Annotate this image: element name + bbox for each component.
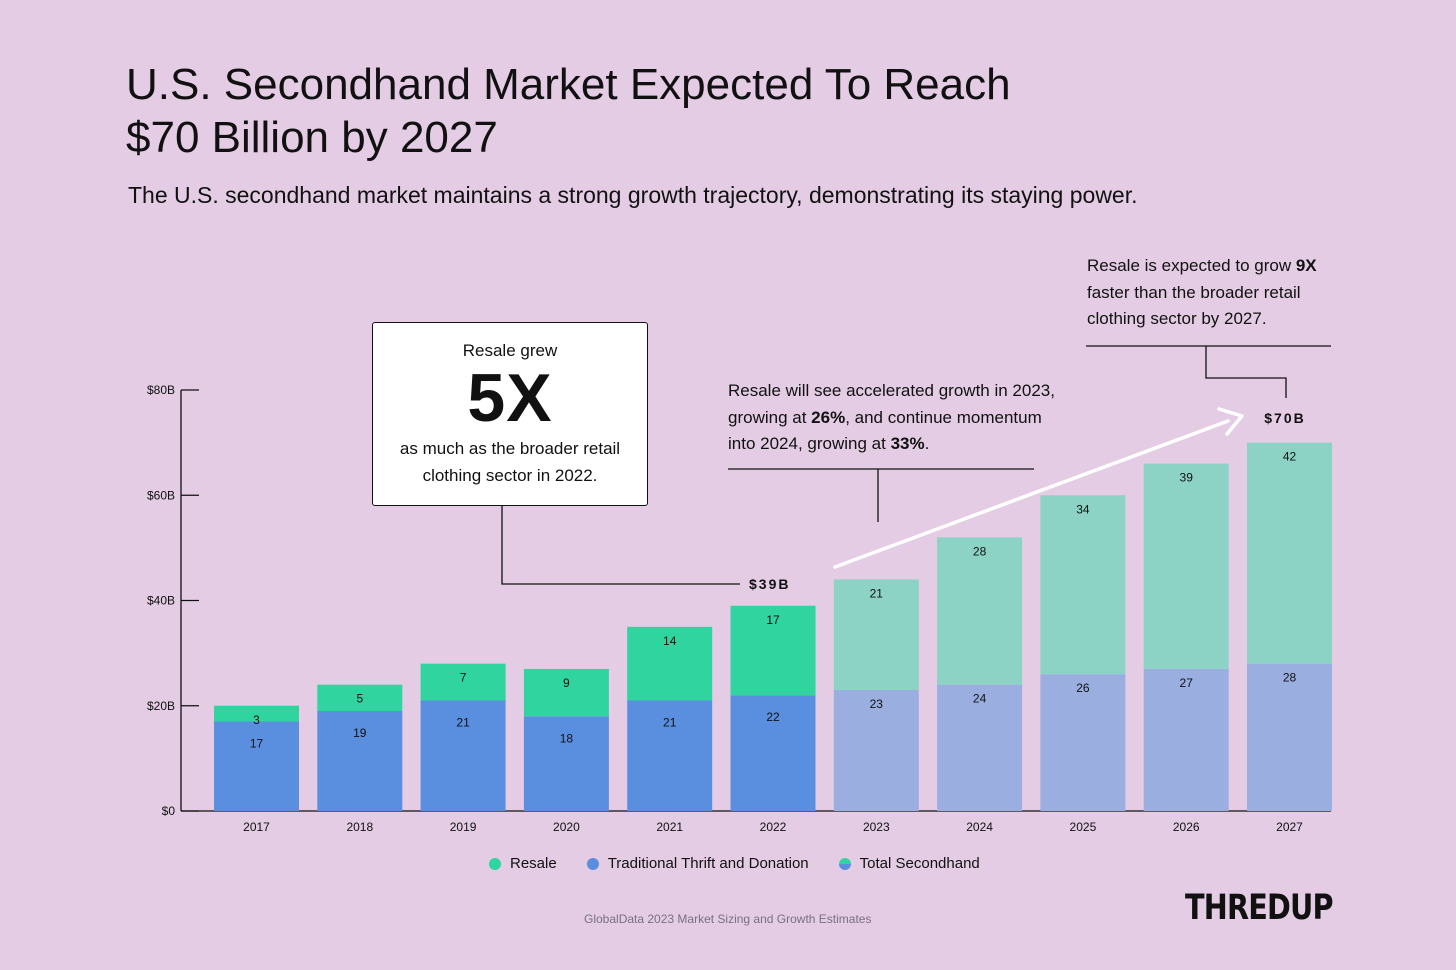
- data-label-thrift-2022: 22: [766, 710, 780, 724]
- callout-5x-post: as much as the broader retail clothing s…: [399, 439, 621, 485]
- annotation-9x-text-2: faster than the broader retail clothing …: [1087, 282, 1301, 329]
- bar-thrift-2025: [1040, 674, 1126, 811]
- bar-resale-2020: [523, 668, 609, 717]
- bar-resale-2024: [937, 537, 1023, 685]
- data-label-resale-2026: 39: [1180, 471, 1194, 485]
- annotation-9x-bold: 9X: [1295, 256, 1317, 275]
- data-label-resale-2022: 17: [766, 613, 780, 627]
- data-label-resale-2024: 28: [973, 544, 987, 558]
- data-label-resale-2023: 21: [870, 586, 884, 600]
- thredup-logo: THREDUP: [1185, 888, 1334, 928]
- annotation-2023-growth: Resale will see accelerated growth in 20…: [728, 378, 1058, 458]
- chart-subtitle: The U.S. secondhand market maintains a s…: [128, 182, 1138, 208]
- data-label-resale-2017: 3: [253, 713, 260, 727]
- y-tick-label: $0: [162, 804, 176, 818]
- bar-resale-2022: [730, 605, 816, 696]
- annotation-2023-bold-33: 33%: [890, 434, 925, 453]
- title-line-1: U.S. Secondhand Market Expected To Reach: [126, 60, 1011, 109]
- legend-item-thrift: Traditional Thrift and Donation: [586, 855, 809, 872]
- legend-item-total: Total Secondhand: [838, 855, 980, 872]
- data-label-resale-2021: 14: [663, 634, 677, 648]
- bar-resale-2021: [627, 626, 713, 701]
- bar-resale-2018: [317, 684, 403, 712]
- data-label-thrift-2027: 28: [1283, 671, 1297, 685]
- bar-thrift-2019: [420, 700, 506, 811]
- legend-label-total: Total Secondhand: [859, 855, 980, 872]
- y-tick-label: $20B: [147, 699, 175, 713]
- bar-resale-2026: [1143, 463, 1229, 669]
- y-tick-label: $40B: [147, 594, 175, 608]
- legend-swatch-total: [838, 857, 851, 870]
- label-70b: $70B: [1264, 410, 1305, 426]
- x-tick-label-2026: 2026: [1173, 820, 1200, 834]
- data-label-thrift-2019: 21: [456, 715, 470, 729]
- growth-arrow-shaft: [833, 419, 1230, 569]
- data-label-thrift-2024: 24: [973, 692, 987, 706]
- bar-thrift-2023: [833, 689, 919, 811]
- callout-5x-box: Resale grew 5X as much as the broader re…: [372, 322, 648, 506]
- y-tick-label: $60B: [147, 488, 175, 502]
- callout-5x-connector: [501, 506, 740, 585]
- annotation-9x-growth: Resale is expected to grow 9X faster tha…: [1087, 253, 1347, 333]
- bar-resale-2023: [833, 579, 919, 690]
- x-tick-label-2025: 2025: [1070, 820, 1097, 834]
- annotation-2023-bold-26: 26%: [811, 407, 846, 427]
- annotation-2023-text-3: .: [924, 434, 930, 453]
- bar-thrift-2026: [1143, 668, 1229, 811]
- x-tick-label-2022: 2022: [760, 820, 787, 834]
- label-39b: $39B: [749, 576, 790, 592]
- x-tick-label-2027: 2027: [1276, 820, 1303, 834]
- callout-5x-pre: Resale grew: [462, 341, 558, 360]
- annotation-2023-text-1: Resale will see accelerated growth in 20…: [728, 381, 1055, 427]
- x-tick-label-2017: 2017: [243, 820, 270, 834]
- chart-legend: Resale Traditional Thrift and Donation T…: [489, 855, 1010, 872]
- data-label-thrift-2018: 19: [353, 726, 367, 740]
- bar-thrift-2018: [317, 711, 403, 811]
- source-note: GlobalData 2023 Market Sizing and Growth…: [584, 912, 872, 926]
- data-label-thrift-2017: 17: [250, 737, 264, 751]
- bar-resale-2017: [214, 705, 299, 722]
- annotation-9x-connector: [1205, 346, 1287, 398]
- x-tick-label-2024: 2024: [966, 820, 993, 834]
- x-tick-label-2023: 2023: [863, 820, 890, 834]
- bar-thrift-2017: [214, 721, 299, 811]
- data-label-thrift-2023: 23: [870, 697, 884, 711]
- bar-thrift-2021: [627, 700, 713, 811]
- y-tick-label: $80B: [147, 383, 175, 397]
- bar-thrift-2022: [730, 695, 816, 811]
- data-label-resale-2027: 42: [1283, 450, 1297, 464]
- x-tick-label-2020: 2020: [553, 820, 580, 834]
- data-label-resale-2025: 34: [1076, 502, 1090, 516]
- legend-label-resale: Resale: [510, 855, 557, 872]
- legend-swatch-resale: [489, 857, 501, 870]
- bar-thrift-2027: [1247, 663, 1332, 811]
- legend-swatch-thrift: [586, 857, 599, 870]
- growth-arrow-head: [1217, 407, 1244, 436]
- annotation-9x-text-1: Resale is expected to grow: [1087, 256, 1296, 275]
- data-label-thrift-2025: 26: [1076, 681, 1090, 695]
- chart-title: U.S. Secondhand Market Expected To Reach…: [126, 58, 1126, 164]
- bar-resale-2025: [1040, 495, 1126, 675]
- bar-thrift-2020: [523, 716, 609, 811]
- annotation-2023-text-2: , and continue momentum into 2024, growi…: [728, 407, 1042, 454]
- x-tick-label-2019: 2019: [450, 820, 477, 834]
- x-tick-label-2018: 2018: [346, 820, 373, 834]
- data-label-resale-2019: 7: [460, 671, 467, 685]
- data-label-thrift-2020: 18: [560, 731, 574, 745]
- legend-item-resale: Resale: [489, 855, 557, 872]
- data-label-thrift-2021: 21: [663, 715, 677, 729]
- callout-5x-big: 5X: [467, 360, 553, 436]
- title-line-2: $70 Billion by 2027: [126, 113, 498, 162]
- data-label-resale-2018: 5: [356, 692, 363, 706]
- bar-resale-2027: [1247, 442, 1332, 664]
- bar-thrift-2024: [937, 684, 1023, 811]
- data-label-resale-2020: 9: [563, 676, 570, 690]
- x-tick-label-2021: 2021: [656, 820, 683, 834]
- legend-label-thrift: Traditional Thrift and Donation: [607, 855, 809, 872]
- bar-resale-2019: [420, 663, 506, 701]
- data-label-thrift-2026: 27: [1180, 676, 1194, 690]
